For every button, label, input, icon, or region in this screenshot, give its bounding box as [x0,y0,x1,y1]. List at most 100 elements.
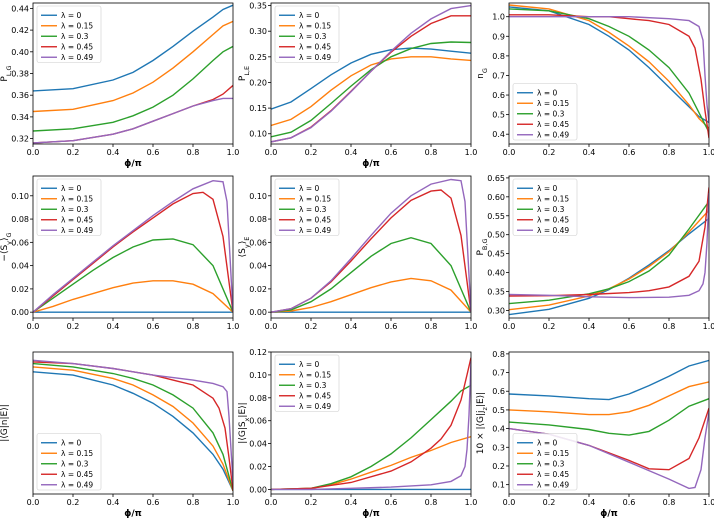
legend: λ = 0λ = 0.15λ = 0.3λ = 0.45λ = 0.49 [274,178,340,236]
x-axis-label: ϕ/π [124,159,142,169]
y-tick-label: 0.8 [492,52,505,61]
legend: λ = 0λ = 0.15λ = 0.3λ = 0.45λ = 0.49 [512,83,578,141]
legend-entry: λ = 0.45 [299,392,331,401]
y-tick-label: 0.30 [249,27,267,36]
x-tick-label: 0.8 [663,322,676,331]
y-tick-label: 0.08 [249,215,267,224]
legend-entry: λ = 0.49 [299,53,331,62]
x-tick-label: 0.6 [623,498,636,507]
legend-entry: λ = 0.45 [537,216,569,225]
legend-entry: λ = 0.45 [61,43,93,52]
y-tick-label: 0.25 [249,53,267,62]
series-line-1 [509,359,709,401]
y-tick-label: 0.10 [11,192,29,201]
y-tick-label: 0.44 [11,4,29,13]
x-tick-label: 1.0 [465,498,478,507]
y-tick-label: 0.10 [249,130,267,139]
y-tick-label: 0.02 [11,285,29,294]
x-tick-label: 0.0 [503,322,516,331]
legend-entry: λ = 0.45 [61,216,93,225]
y-tick-label: 0.6 [492,91,505,100]
legend-entry: λ = 0.45 [537,120,569,129]
series-line-2 [509,381,709,416]
x-tick-label: 0.4 [583,322,596,331]
x-tick-label: 1.0 [703,322,714,331]
y-axis-label: |⟨G|n|E⟩| [0,404,10,442]
y-tick-label: 0.60 [487,193,505,202]
x-tick-label: 0.4 [107,322,120,331]
plot-frame [508,351,710,495]
x-tick-label: 1.0 [465,148,478,157]
x-tick-label: 1.0 [227,498,240,507]
legend-entry: λ = 0.15 [61,449,93,458]
x-tick-label: 0.0 [27,322,40,331]
legend-entry: λ = 0.15 [61,195,93,204]
series-line-5 [271,178,471,313]
legend-entry: λ = 0.3 [299,381,327,390]
y-tick-label: 0.36 [11,91,29,100]
legend: λ = 0λ = 0.15λ = 0.3λ = 0.45λ = 0.49 [274,354,340,412]
y-tick-label: 0.40 [487,269,505,278]
legend-entry: λ = 0.45 [61,470,93,479]
y-axis-label: ⟨Sy⟩E [238,237,251,258]
series-line-3 [509,200,709,305]
y-tick-label: 0.02 [249,463,267,472]
y-tick-label: 0.06 [249,238,267,247]
legend-entry: λ = 0 [61,439,81,448]
x-tick-label: 0.0 [265,148,278,157]
series-line-2 [271,436,471,491]
y-tick-label: 0.06 [11,238,29,247]
series-line-3 [271,236,471,313]
x-tick-label: 0.4 [107,498,120,507]
legend: λ = 0λ = 0.15λ = 0.3λ = 0.45λ = 0.49 [512,433,578,491]
x-tick-label: 1.0 [703,148,714,157]
legend-entry: λ = 0.3 [61,460,89,469]
y-axis-label: PL,E [238,66,251,81]
y-tick-label: 0.3 [492,443,505,452]
y-tick-label: 0.55 [487,212,505,221]
y-tick-label: 0.7 [492,71,505,80]
x-tick-label: 0.6 [147,498,160,507]
y-tick-label: 0.6 [492,387,505,396]
x-tick-label: 0.8 [187,322,200,331]
x-tick-label: 0.4 [345,498,358,507]
series-line-3 [509,398,709,436]
y-tick-label: 0.9 [492,32,505,41]
x-tick-label: 0.8 [425,148,438,157]
x-tick-label: 0.2 [67,322,80,331]
legend: λ = 0λ = 0.15λ = 0.3λ = 0.45λ = 0.49 [512,178,578,236]
x-tick-label: 0.8 [425,322,438,331]
legend-entry: λ = 0 [537,184,557,193]
y-tick-label: 0.00 [249,308,267,317]
y-tick-label: 0.08 [249,394,267,403]
y-tick-label: 1.0 [492,13,505,22]
y-tick-label: 0.06 [249,417,267,426]
y-tick-label: 0.04 [249,262,267,271]
series-line-3 [271,41,471,138]
series-line-2 [271,277,471,313]
legend-entry: λ = 0 [537,89,557,98]
x-tick-label: 0.6 [623,148,636,157]
legend-entry: λ = 0 [299,11,319,20]
y-axis-label: PB,G [476,239,489,256]
legend-entry: λ = 0 [61,184,81,193]
x-tick-label: 0.2 [543,148,556,157]
x-tick-label: 0.6 [385,322,398,331]
series-line-5 [271,4,471,143]
x-tick-label: 0.8 [663,498,676,507]
y-tick-label: 0.08 [11,215,29,224]
y-tick-label: 0.5 [492,111,505,120]
y-tick-label: 0.5 [492,406,505,415]
y-tick-label: 0.50 [487,231,505,240]
y-tick-label: 0.2 [492,462,505,471]
series-line-1 [33,4,233,92]
y-tick-label: 0.65 [487,174,505,183]
x-axis-label: ϕ/π [362,509,380,519]
x-tick-label: 1.0 [465,322,478,331]
legend-entry: λ = 0.45 [299,43,331,52]
series-line-5 [509,16,709,123]
legend-entry: λ = 0.15 [299,22,331,31]
legend-entry: λ = 0.3 [537,205,565,214]
plot-frame [32,175,234,319]
